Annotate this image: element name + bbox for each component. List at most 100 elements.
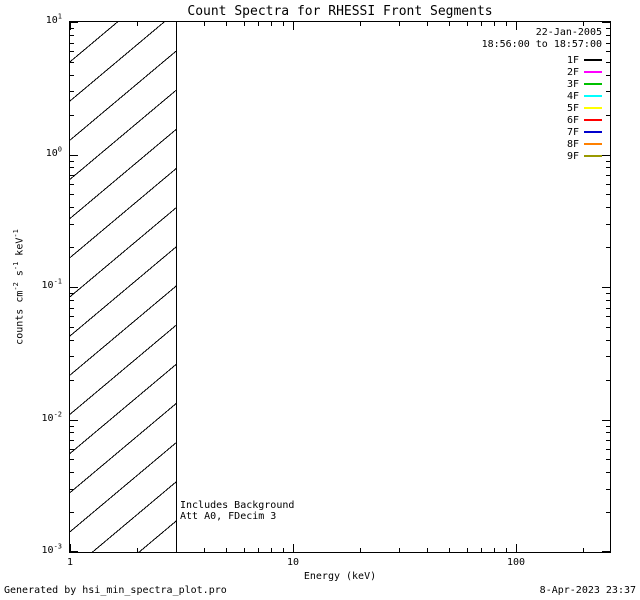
x-minor-tick — [399, 22, 400, 26]
annotations-block: Includes Background Att A0, FDecim 3 — [180, 500, 294, 522]
legend-label: 9F — [566, 150, 579, 162]
legend-row: 5F — [567, 102, 602, 114]
y-major-tick — [602, 420, 610, 421]
x-axis-title: Energy (keV) — [303, 571, 377, 582]
legend-row: 6F — [567, 114, 602, 126]
y-minor-tick — [606, 356, 610, 357]
y-minor-tick — [606, 472, 610, 473]
legend-color-line — [584, 59, 602, 61]
x-major-tick — [516, 544, 517, 552]
y-minor-tick — [606, 432, 610, 433]
legend-label: 4F — [566, 90, 579, 102]
x-minor-tick — [283, 548, 284, 552]
axis-ticks-layer — [70, 22, 610, 552]
footer-credit: Generated by hsi_min_spectra_plot.pro — [4, 585, 227, 596]
annotation-attenuator-state: Att A0, FDecim 3 — [180, 511, 277, 522]
x-major-tick — [293, 22, 294, 30]
y-minor-tick — [70, 308, 74, 309]
y-minor-tick — [70, 161, 74, 162]
y-minor-tick — [70, 35, 74, 36]
y-minor-tick — [606, 327, 610, 328]
legend-color-line — [584, 83, 602, 85]
legend-row: 7F — [567, 126, 602, 138]
x-minor-tick — [467, 22, 468, 26]
y-minor-tick — [70, 440, 74, 441]
x-tick-label: 100 — [506, 557, 526, 568]
x-minor-tick — [360, 548, 361, 552]
y-major-tick — [70, 287, 78, 288]
x-minor-tick — [176, 22, 177, 26]
y-minor-tick — [606, 224, 610, 225]
x-tick-label: 1 — [66, 557, 74, 568]
y-major-tick — [70, 551, 78, 552]
y-minor-tick — [606, 28, 610, 29]
y-major-tick — [602, 155, 610, 156]
legend-row: 4F — [567, 90, 602, 102]
y-minor-tick — [606, 300, 610, 301]
y-minor-tick — [606, 167, 610, 168]
y-minor-tick — [606, 316, 610, 317]
chart-title: Count Spectra for RHESSI Front Segments — [187, 4, 493, 19]
y-minor-tick — [70, 340, 74, 341]
x-minor-tick — [506, 548, 507, 552]
superscript: -2 — [53, 410, 62, 419]
legend-color-line — [584, 119, 602, 121]
y-minor-tick — [70, 426, 74, 427]
y-minor-tick — [606, 35, 610, 36]
x-tick-label: 10 — [286, 557, 300, 568]
superscript: -1 — [12, 229, 21, 238]
x-minor-tick — [258, 22, 259, 26]
y-minor-tick — [606, 340, 610, 341]
legend-label: 6F — [566, 114, 579, 126]
y-minor-tick — [606, 207, 610, 208]
x-minor-tick — [449, 22, 450, 26]
x-major-tick — [70, 22, 71, 30]
y-minor-tick — [70, 184, 74, 185]
x-minor-tick — [137, 22, 138, 26]
y-minor-tick — [70, 459, 74, 460]
x-minor-tick — [137, 548, 138, 552]
x-minor-tick — [506, 22, 507, 26]
x-minor-tick — [244, 22, 245, 26]
legend-color-line — [584, 143, 602, 145]
y-minor-tick — [606, 194, 610, 195]
legend-label: 3F — [566, 78, 579, 90]
y-minor-tick — [606, 75, 610, 76]
legend-label: 2F — [566, 66, 579, 78]
x-minor-tick — [244, 548, 245, 552]
legend-label: 7F — [566, 126, 579, 138]
y-minor-tick — [70, 489, 74, 490]
legend-label: 8F — [566, 138, 579, 150]
y-minor-tick — [70, 224, 74, 225]
x-major-tick — [293, 544, 294, 552]
x-minor-tick — [204, 22, 205, 26]
y-minor-tick — [606, 426, 610, 427]
y-minor-tick — [606, 380, 610, 381]
x-minor-tick — [494, 548, 495, 552]
footer-timestamp: 8-Apr-2023 23:37 — [539, 585, 636, 596]
x-minor-tick — [226, 22, 227, 26]
x-major-tick — [70, 544, 71, 552]
y-minor-tick — [70, 167, 74, 168]
y-major-tick — [602, 551, 610, 552]
y-minor-tick — [606, 308, 610, 309]
y-minor-tick — [70, 512, 74, 513]
x-minor-tick — [467, 548, 468, 552]
y-minor-tick — [606, 449, 610, 450]
y-minor-tick — [70, 207, 74, 208]
y-minor-tick — [606, 489, 610, 490]
y-minor-tick — [606, 184, 610, 185]
legend-color-line — [584, 155, 602, 157]
legend-row: 2F — [567, 66, 602, 78]
y-minor-tick — [70, 75, 74, 76]
y-major-tick — [70, 420, 78, 421]
x-minor-tick — [427, 548, 428, 552]
plot-frame: 22-Jan-2005 18:56:00 to 18:57:00 1F 2F 3F 4… — [69, 21, 611, 553]
y-minor-tick — [70, 327, 74, 328]
y-tick-label: 10-2 — [41, 410, 62, 424]
hatched-attenuation-region — [70, 22, 177, 552]
y-axis-title: counts cm-2 s-1 keV-1 — [12, 229, 26, 345]
y-minor-tick — [606, 51, 610, 52]
y-minor-tick — [70, 316, 74, 317]
x-minor-tick — [271, 548, 272, 552]
